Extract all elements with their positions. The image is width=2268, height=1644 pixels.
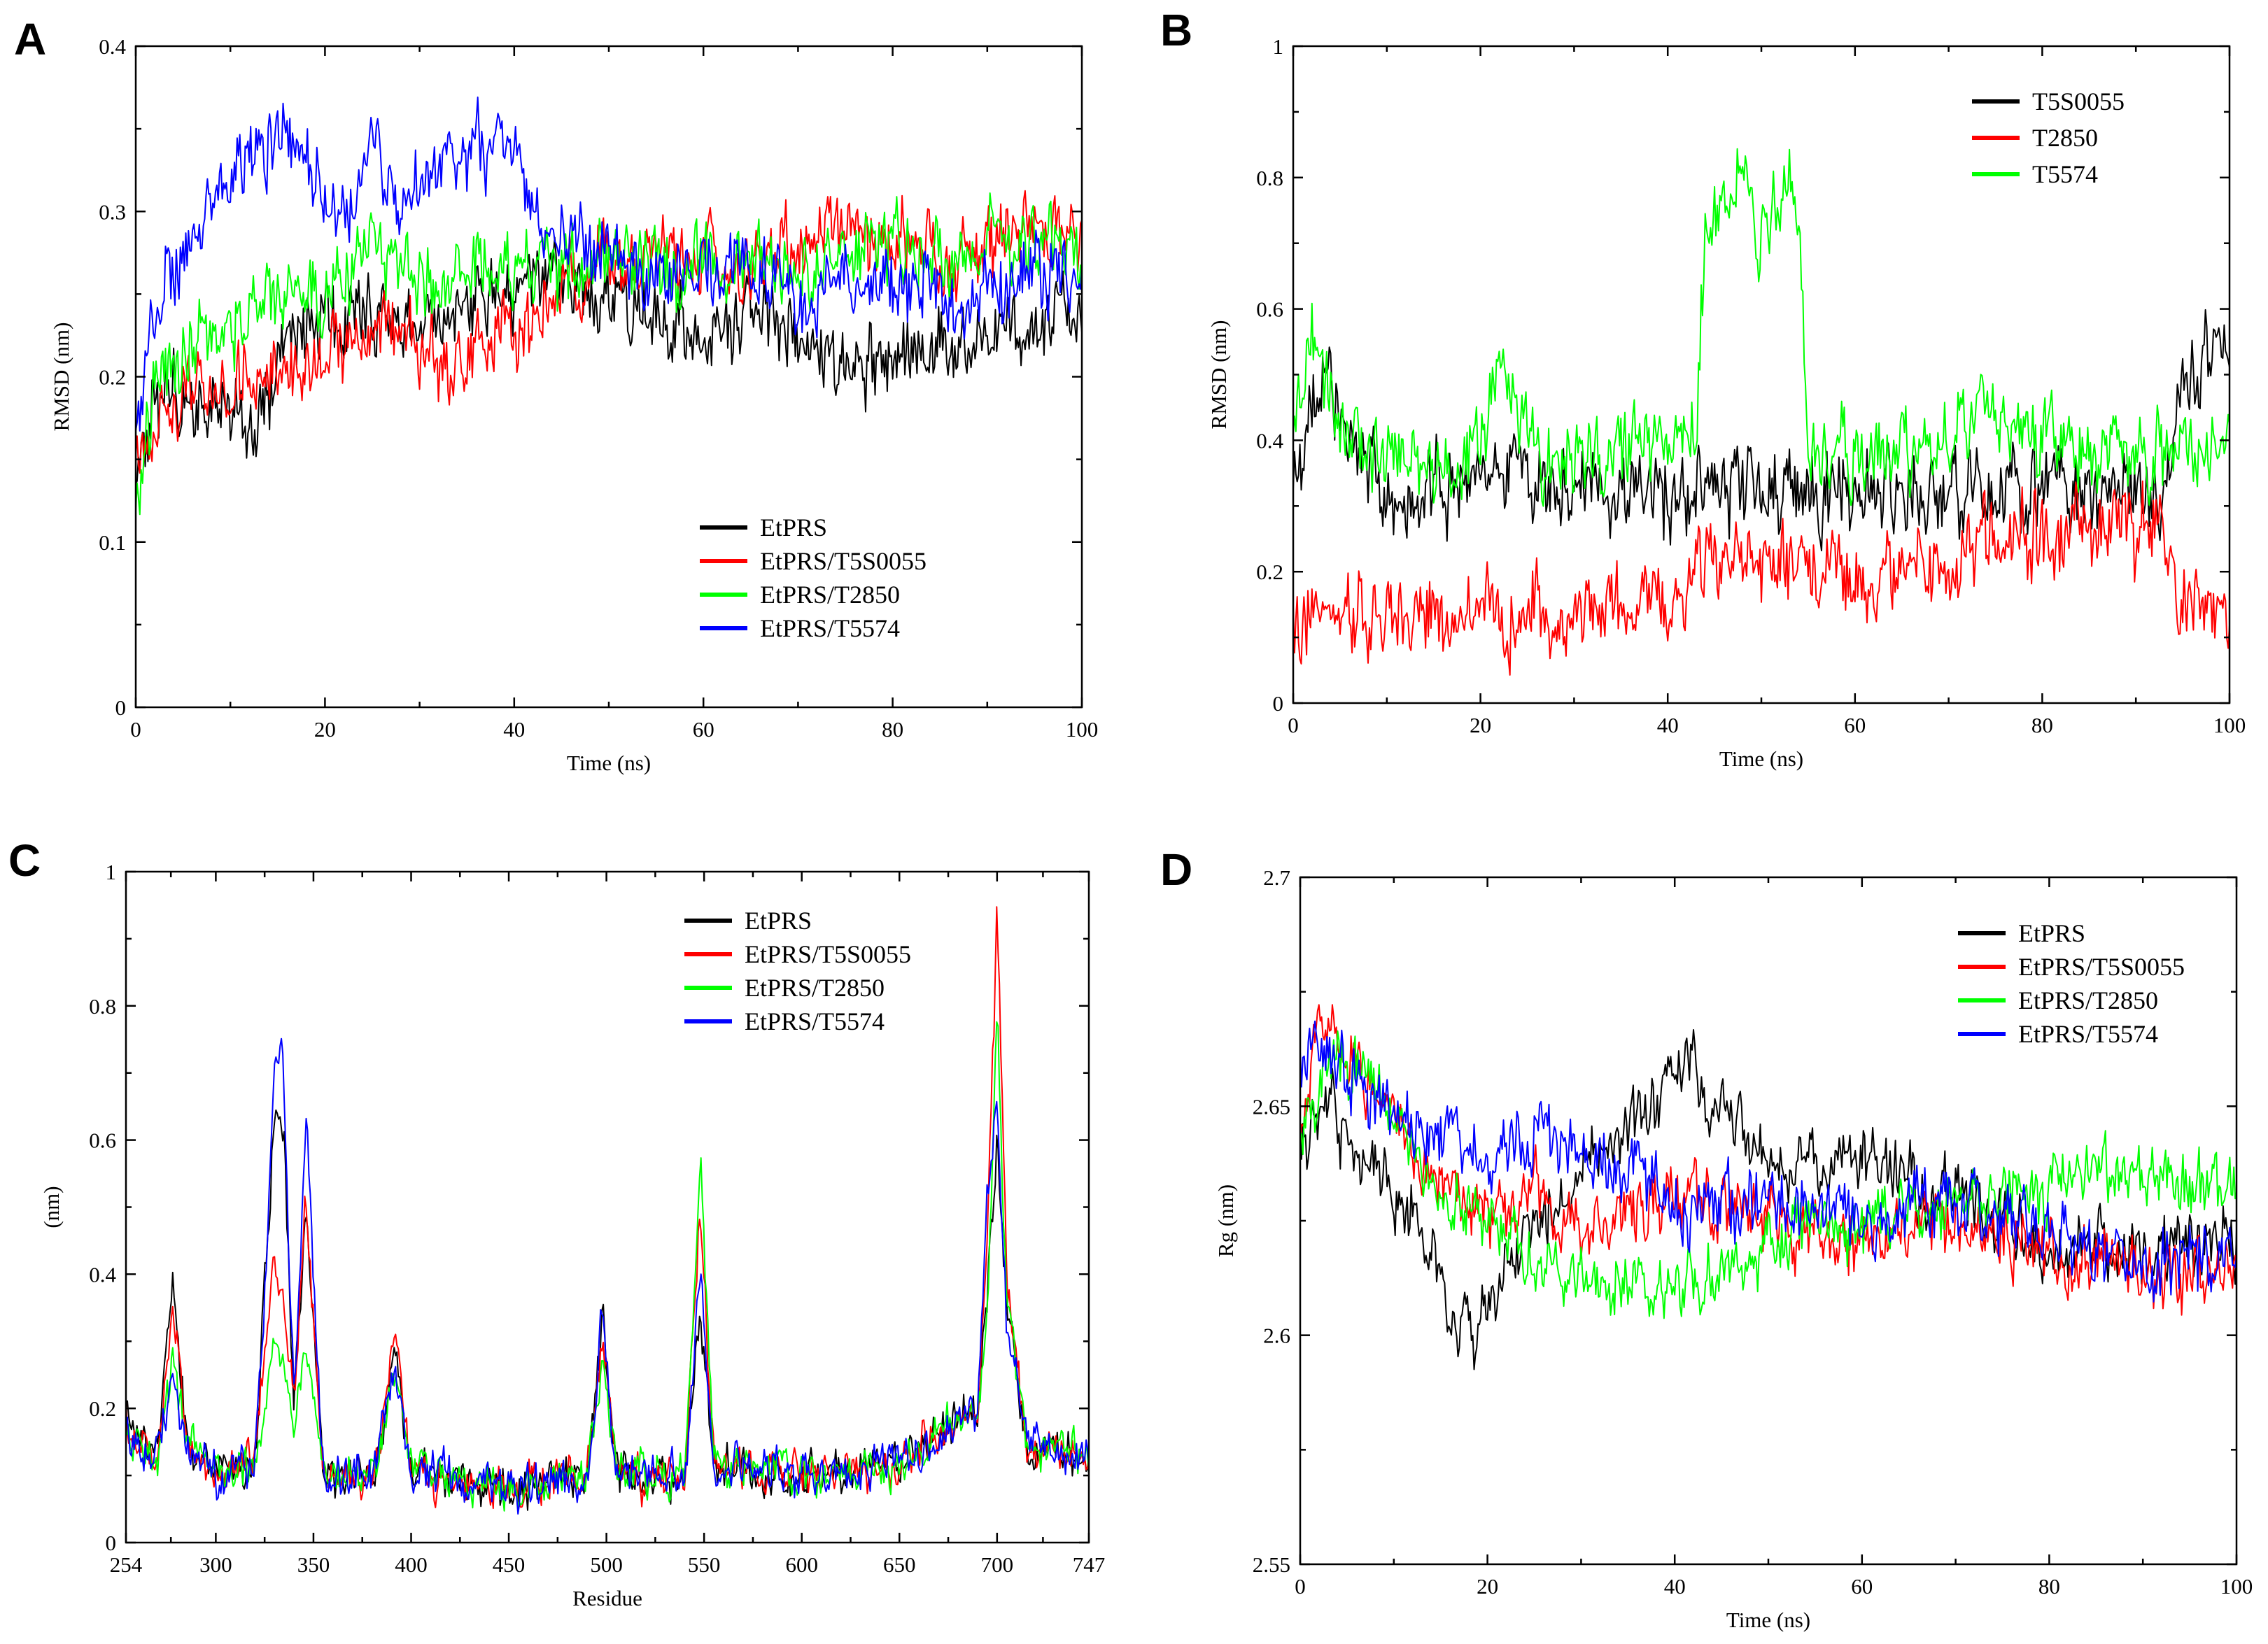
chart-d-ytick-label: 2.7 <box>1263 865 1290 890</box>
chart-c-xtick-label: 550 <box>688 1552 721 1577</box>
chart-c-xtick-label: 700 <box>981 1552 1014 1577</box>
chart-d-xtick-label: 100 <box>2220 1574 2253 1599</box>
chart-d-x-axis-title: Time (ns) <box>1726 1608 1810 1632</box>
chart-b-ytick-label: 0.2 <box>1256 560 1283 584</box>
chart-a-xtick-label: 100 <box>1066 717 1099 742</box>
chart-d-ytick-label: 2.6 <box>1263 1324 1290 1348</box>
panel-letter-a: A <box>14 14 46 64</box>
chart-d-legend-label-etprs-t5s0055: EtPRS/T5S0055 <box>2018 953 2185 981</box>
chart-c-xtick-label: 600 <box>785 1552 818 1577</box>
chart-b-xtick-label: 40 <box>1657 713 1679 737</box>
chart-c-xtick-label: 254 <box>110 1552 143 1577</box>
chart-c-ytick-label: 0 <box>106 1531 117 1555</box>
chart-c-rmsf-residues: 254 300 350 400 450 500 550 600 650 700 747 0 0.2 0.4… <box>39 860 1105 1610</box>
chart-a-ytick-label: 0.1 <box>99 530 126 555</box>
chart-d-xtick-label: 40 <box>1664 1574 1686 1599</box>
chart-b-legend-label-t5574: T5574 <box>2032 160 2098 188</box>
chart-c-ytick-label: 0.8 <box>89 994 116 1019</box>
chart-b-series-t5574 <box>1293 148 2230 507</box>
chart-d-xtick-label: 20 <box>1477 1574 1498 1599</box>
chart-a-legend-label-etprs: EtPRS <box>760 513 827 541</box>
chart-a-ytick-label: 0.4 <box>99 34 126 59</box>
chart-d-xtick-label: 0 <box>1295 1574 1306 1599</box>
chart-b-ytick-label: 0 <box>1273 691 1284 716</box>
chart-d-series-etprs-t2850 <box>1299 1030 2237 1319</box>
chart-c-x-axis-title: Residue <box>572 1586 642 1610</box>
chart-c-series-etprs-t5574 <box>125 1037 1090 1515</box>
chart-a-legend-label-etprs-t2850: EtPRS/T2850 <box>760 581 900 609</box>
chart-c-legend-label-etprs-t2850: EtPRS/T2850 <box>745 974 885 1002</box>
chart-a-ytick-label: 0.3 <box>99 199 126 224</box>
chart-a-rmsd-complexes: 0 20 40 60 80 100 0 0.1 0.2 0.3 0.4 Time (ns) RMSD (… <box>49 34 1098 775</box>
chart-c-legend-label-etprs: EtPRS <box>745 907 812 935</box>
chart-d-legend-label-etprs-t2850: EtPRS/T2850 <box>2018 986 2158 1014</box>
chart-c-ytick-label: 0.6 <box>89 1128 116 1153</box>
chart-c-xtick-label: 450 <box>493 1552 526 1577</box>
chart-b-xtick-label: 60 <box>1844 713 1866 737</box>
chart-c-xtick-label: 300 <box>199 1552 232 1577</box>
chart-d-radius-of-gyration: 0 20 40 60 80 100 2.55 2.6 2.65 2.7 Time (ns) Rg (n… <box>1213 865 2253 1632</box>
chart-c-ytick-label: 0.2 <box>89 1396 116 1421</box>
chart-a-x-axis-title: Time (ns) <box>567 751 651 775</box>
chart-b-xtick-label: 100 <box>2213 713 2246 737</box>
chart-a-legend-label-etprs-t5s0055: EtPRS/T5S0055 <box>760 547 927 575</box>
chart-b-xtick-label: 80 <box>2031 713 2053 737</box>
chart-c-legend-label-etprs-t5s0055: EtPRS/T5S0055 <box>745 940 911 968</box>
chart-a-series-etprs-t5574 <box>135 97 1083 432</box>
chart-c-xtick-label: 650 <box>883 1552 916 1577</box>
chart-d-ytick-label: 2.65 <box>1253 1094 1290 1119</box>
chart-b-ytick-label: 0.6 <box>1256 297 1283 322</box>
chart-b-xtick-label: 20 <box>1470 713 1491 737</box>
chart-a-series-etprs <box>135 236 1083 486</box>
chart-a-xtick-label: 80 <box>882 717 903 742</box>
chart-b-xtick-label: 0 <box>1288 713 1299 737</box>
chart-b-legend-label-t2850: T2850 <box>2032 124 2098 152</box>
chart-c-ytick-label: 1 <box>106 860 117 884</box>
chart-b-legend-label-t5s0055: T5S0055 <box>2032 87 2125 115</box>
chart-a-xtick-label: 40 <box>503 717 525 742</box>
chart-d-ytick-label: 2.55 <box>1253 1552 1290 1577</box>
chart-c-xtick-label: 350 <box>297 1552 330 1577</box>
chart-b-ytick-label: 0.8 <box>1256 166 1283 190</box>
chart-d-y-axis-title: Rg (nm) <box>1213 1184 1238 1257</box>
chart-c-xtick-label: 500 <box>590 1552 623 1577</box>
chart-a-xtick-label: 60 <box>693 717 714 742</box>
chart-d-legend-label-etprs: EtPRS <box>2018 919 2085 947</box>
chart-a-y-axis-title: RMSD (nm) <box>49 323 73 432</box>
chart-b-ytick-label: 1 <box>1273 34 1284 59</box>
chart-c-ytick-label: 0.4 <box>89 1262 116 1287</box>
chart-d-series-etprs <box>1299 1029 2237 1370</box>
chart-c-legend-label-etprs-t5574: EtPRS/T5574 <box>745 1007 885 1035</box>
chart-a-ytick-label: 0 <box>115 695 127 720</box>
chart-d-xtick-label: 80 <box>2038 1574 2060 1599</box>
chart-b-x-axis-title: Time (ns) <box>1719 746 1803 771</box>
chart-a-ytick-label: 0.2 <box>99 365 126 390</box>
chart-b-ytick-label: 0.4 <box>1256 428 1283 453</box>
panel-letter-d: D <box>1160 844 1192 895</box>
chart-d-series-etprs-t5574 <box>1299 1020 2237 1303</box>
chart-b-series-t2850 <box>1293 480 2230 676</box>
chart-c-xtick-label: 747 <box>1073 1552 1106 1577</box>
chart-b-series-t5s0055 <box>1293 309 2230 552</box>
chart-c-xtick-label: 400 <box>395 1552 428 1577</box>
chart-b-rmsd-ligands: 0 20 40 60 80 100 0 0.2 0.4 0.6 0.8 1 Time (ns) RMSD … <box>1206 34 2246 771</box>
chart-a-legend-label-etprs-t5574: EtPRS/T5574 <box>760 614 900 642</box>
chart-c-y-axis-title: (nm) <box>39 1186 64 1228</box>
chart-d-xtick-label: 60 <box>1851 1574 1873 1599</box>
panel-letter-c: C <box>8 835 41 886</box>
chart-d-legend-label-etprs-t5574: EtPRS/T5574 <box>2018 1020 2158 1048</box>
chart-a-xtick-label: 20 <box>314 717 336 742</box>
chart-b-y-axis-title: RMSD (nm) <box>1206 320 1231 430</box>
panel-letter-b: B <box>1160 5 1192 55</box>
chart-a-xtick-label: 0 <box>130 717 141 742</box>
chart-a-plot-frame <box>134 45 1083 709</box>
